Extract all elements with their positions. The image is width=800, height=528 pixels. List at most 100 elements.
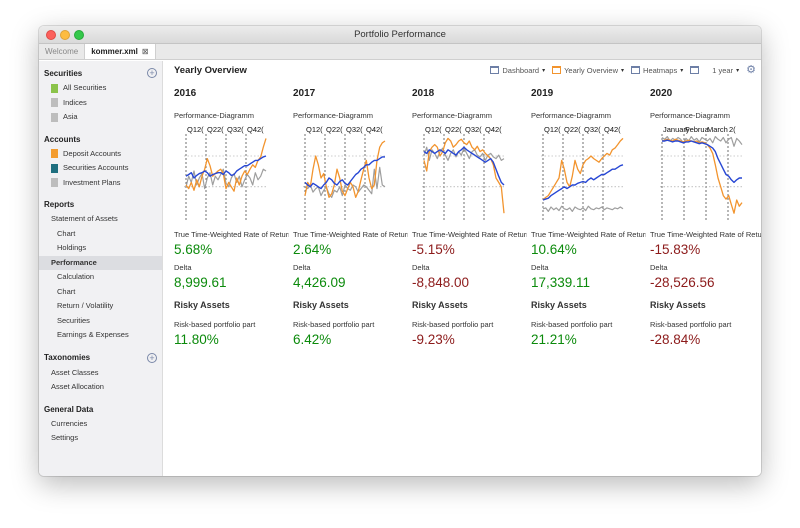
ttwror-label: True Time-Weighted Rate of Return: [174, 230, 289, 239]
sidebar-item[interactable]: Settings: [39, 431, 162, 446]
period-dropdown[interactable]: 1 year ▾: [712, 66, 739, 75]
tick-label: Q3: [346, 125, 356, 134]
performance-mini-chart: Q1 2(Q2 2(Q3 2(Q4 2(: [184, 125, 268, 222]
sidebar-item[interactable]: Holdings: [39, 241, 162, 256]
yearly-overview-icon: [552, 66, 562, 74]
sidebar-item[interactable]: Return / Volatility: [39, 299, 162, 314]
risk-part-value: 21.21%: [531, 332, 577, 347]
ttwror-label: True Time-Weighted Rate of Return: [293, 230, 408, 239]
sidebar-item-label: All Securities: [63, 83, 107, 92]
tick-label: March: [707, 125, 728, 134]
yearly-overview-label: Yearly Overview: [564, 65, 619, 75]
sidebar-item-label: Settings: [51, 433, 79, 442]
sidebar-item[interactable]: Chart: [39, 285, 162, 300]
sidebar-item[interactable]: Deposit Accounts: [39, 147, 162, 162]
delta-value: 17,339.11: [531, 275, 591, 290]
sidebar-item[interactable]: Performance: [39, 255, 162, 270]
year-column: 2019 Performance-Diagramm Q1 2(Q2 2(Q3 2(Q4 2(…: [531, 87, 646, 347]
maximize-window-button[interactable]: [74, 30, 84, 40]
sidebar-item-label: Investment Plans: [63, 177, 121, 187]
yearly-overview-dropdown[interactable]: Yearly Overview ▾: [552, 66, 624, 75]
tick-label: 2(: [316, 125, 323, 134]
sidebar-item[interactable]: Calculation: [39, 270, 162, 285]
sidebar-item-label: Indices: [63, 97, 87, 107]
tab-welcome[interactable]: Welcome: [39, 44, 84, 59]
risk-part-value: 11.80%: [174, 332, 219, 347]
tick-label: Februa: [685, 125, 710, 134]
sidebar-section-header: Reports: [39, 197, 162, 212]
sidebar-item[interactable]: Statement of Assets: [39, 212, 162, 227]
new-dashboard-button[interactable]: [690, 66, 700, 74]
sidebar-item[interactable]: Asia: [39, 110, 162, 125]
ttwror-label: True Time-Weighted Rate of Return: [412, 230, 527, 239]
risky-assets-heading: Risky Assets: [531, 300, 587, 310]
gear-icon[interactable]: ⚙: [746, 64, 756, 76]
tick-label: 2(: [376, 125, 383, 134]
tab-welcome-label: Welcome: [45, 47, 79, 56]
sidebar-item[interactable]: Asset Allocation: [39, 380, 162, 395]
sidebar-item[interactable]: Chart: [39, 227, 162, 242]
year-heading: 2016: [174, 88, 197, 99]
delta-value: 4,426.09: [293, 275, 346, 290]
blue-series-line: [304, 156, 385, 190]
sidebar-item-label: Currencies: [51, 418, 88, 428]
sidebar-item[interactable]: Securities Accounts: [39, 161, 162, 176]
risk-part-value: -28.84%: [650, 332, 701, 347]
chevron-down-icon: ▾: [621, 67, 625, 74]
delta-label: Delta: [531, 263, 549, 272]
sidebar-item-label: Chart: [57, 228, 76, 238]
sidebar-section-title: Securities: [44, 68, 83, 78]
sidebar-item[interactable]: All Securities: [39, 81, 162, 96]
add-icon[interactable]: +: [147, 68, 157, 78]
folder-icon: [51, 163, 58, 173]
tick-label: 2(: [237, 125, 244, 134]
risk-part-label: Risk-based portfolio part: [650, 320, 732, 329]
add-icon[interactable]: +: [147, 352, 157, 363]
risk-part-value: -9.23%: [412, 332, 455, 347]
risk-part-label: Risk-based portfolio part: [531, 320, 613, 329]
tick-label: 2(: [475, 125, 482, 134]
sidebar-item[interactable]: Indices: [39, 96, 162, 111]
gray-series-line: [542, 205, 624, 213]
sidebar-item[interactable]: Asset Classes: [39, 366, 162, 381]
delta-value: -28,526.56: [650, 275, 715, 290]
tab-close-icon[interactable]: ⊠: [141, 47, 149, 56]
minimize-window-button[interactable]: [60, 30, 70, 40]
diagram-label: Performance-Diagramm: [174, 111, 255, 120]
chevron-down-icon: ▾: [542, 67, 546, 74]
sidebar-section-title: General Data: [44, 404, 94, 414]
gray-series-line: [185, 168, 267, 190]
folder-icon: [51, 178, 58, 188]
risk-part-label: Risk-based portfolio part: [293, 320, 375, 329]
diagram-label: Performance-Diagramm: [650, 111, 731, 120]
sidebar-item[interactable]: Investment Plans: [39, 176, 162, 191]
sidebar-item-label: Statement of Assets: [51, 214, 118, 223]
sidebar-item[interactable]: Currencies: [39, 417, 162, 432]
sidebar-item[interactable]: Securities: [39, 314, 162, 329]
page-title: Yearly Overview: [174, 65, 247, 76]
sidebar-item[interactable]: Earnings & Expenses: [39, 328, 162, 343]
sidebar-section-title: Taxonomies: [44, 353, 91, 362]
gray-series-line: [661, 136, 743, 147]
tab-kommer-xml-label: kommer.xml: [91, 47, 138, 56]
sidebar-section-header: Taxonomies +: [39, 350, 162, 366]
tick-label: Q1: [306, 125, 316, 134]
yearly-overview-panel: Yearly Overview Dashboard ▾ Yearly Overv…: [163, 61, 761, 476]
diagram-label: Performance-Diagramm: [412, 111, 493, 120]
dashboard-dropdown[interactable]: Dashboard ▾: [490, 66, 545, 75]
heatmaps-dropdown[interactable]: Heatmaps ▾: [631, 66, 683, 75]
tick-label: January: [663, 125, 690, 134]
tick-label: 2(: [217, 125, 224, 134]
year-heading: 2017: [293, 88, 316, 99]
close-window-button[interactable]: [46, 30, 56, 40]
year-heading: 2018: [412, 88, 435, 99]
performance-mini-chart: Q1 2(Q2 2(Q3 2(Q4 2(: [422, 125, 506, 222]
year-column: 2017 Performance-Diagramm Q1 2(Q2 2(Q3 2(Q4 2(…: [293, 87, 408, 347]
navigation-sidebar: Securities + All Securities Indices Asia Acco…: [39, 61, 163, 476]
period-label: 1 year: [712, 65, 734, 75]
sidebar-section-header: General Data: [39, 402, 162, 417]
tick-label: 2(: [495, 125, 502, 134]
tab-kommer-xml[interactable]: kommer.xml ⊠: [84, 44, 156, 59]
new-page-icon: [690, 66, 700, 74]
tick-label: Q1: [425, 125, 435, 134]
